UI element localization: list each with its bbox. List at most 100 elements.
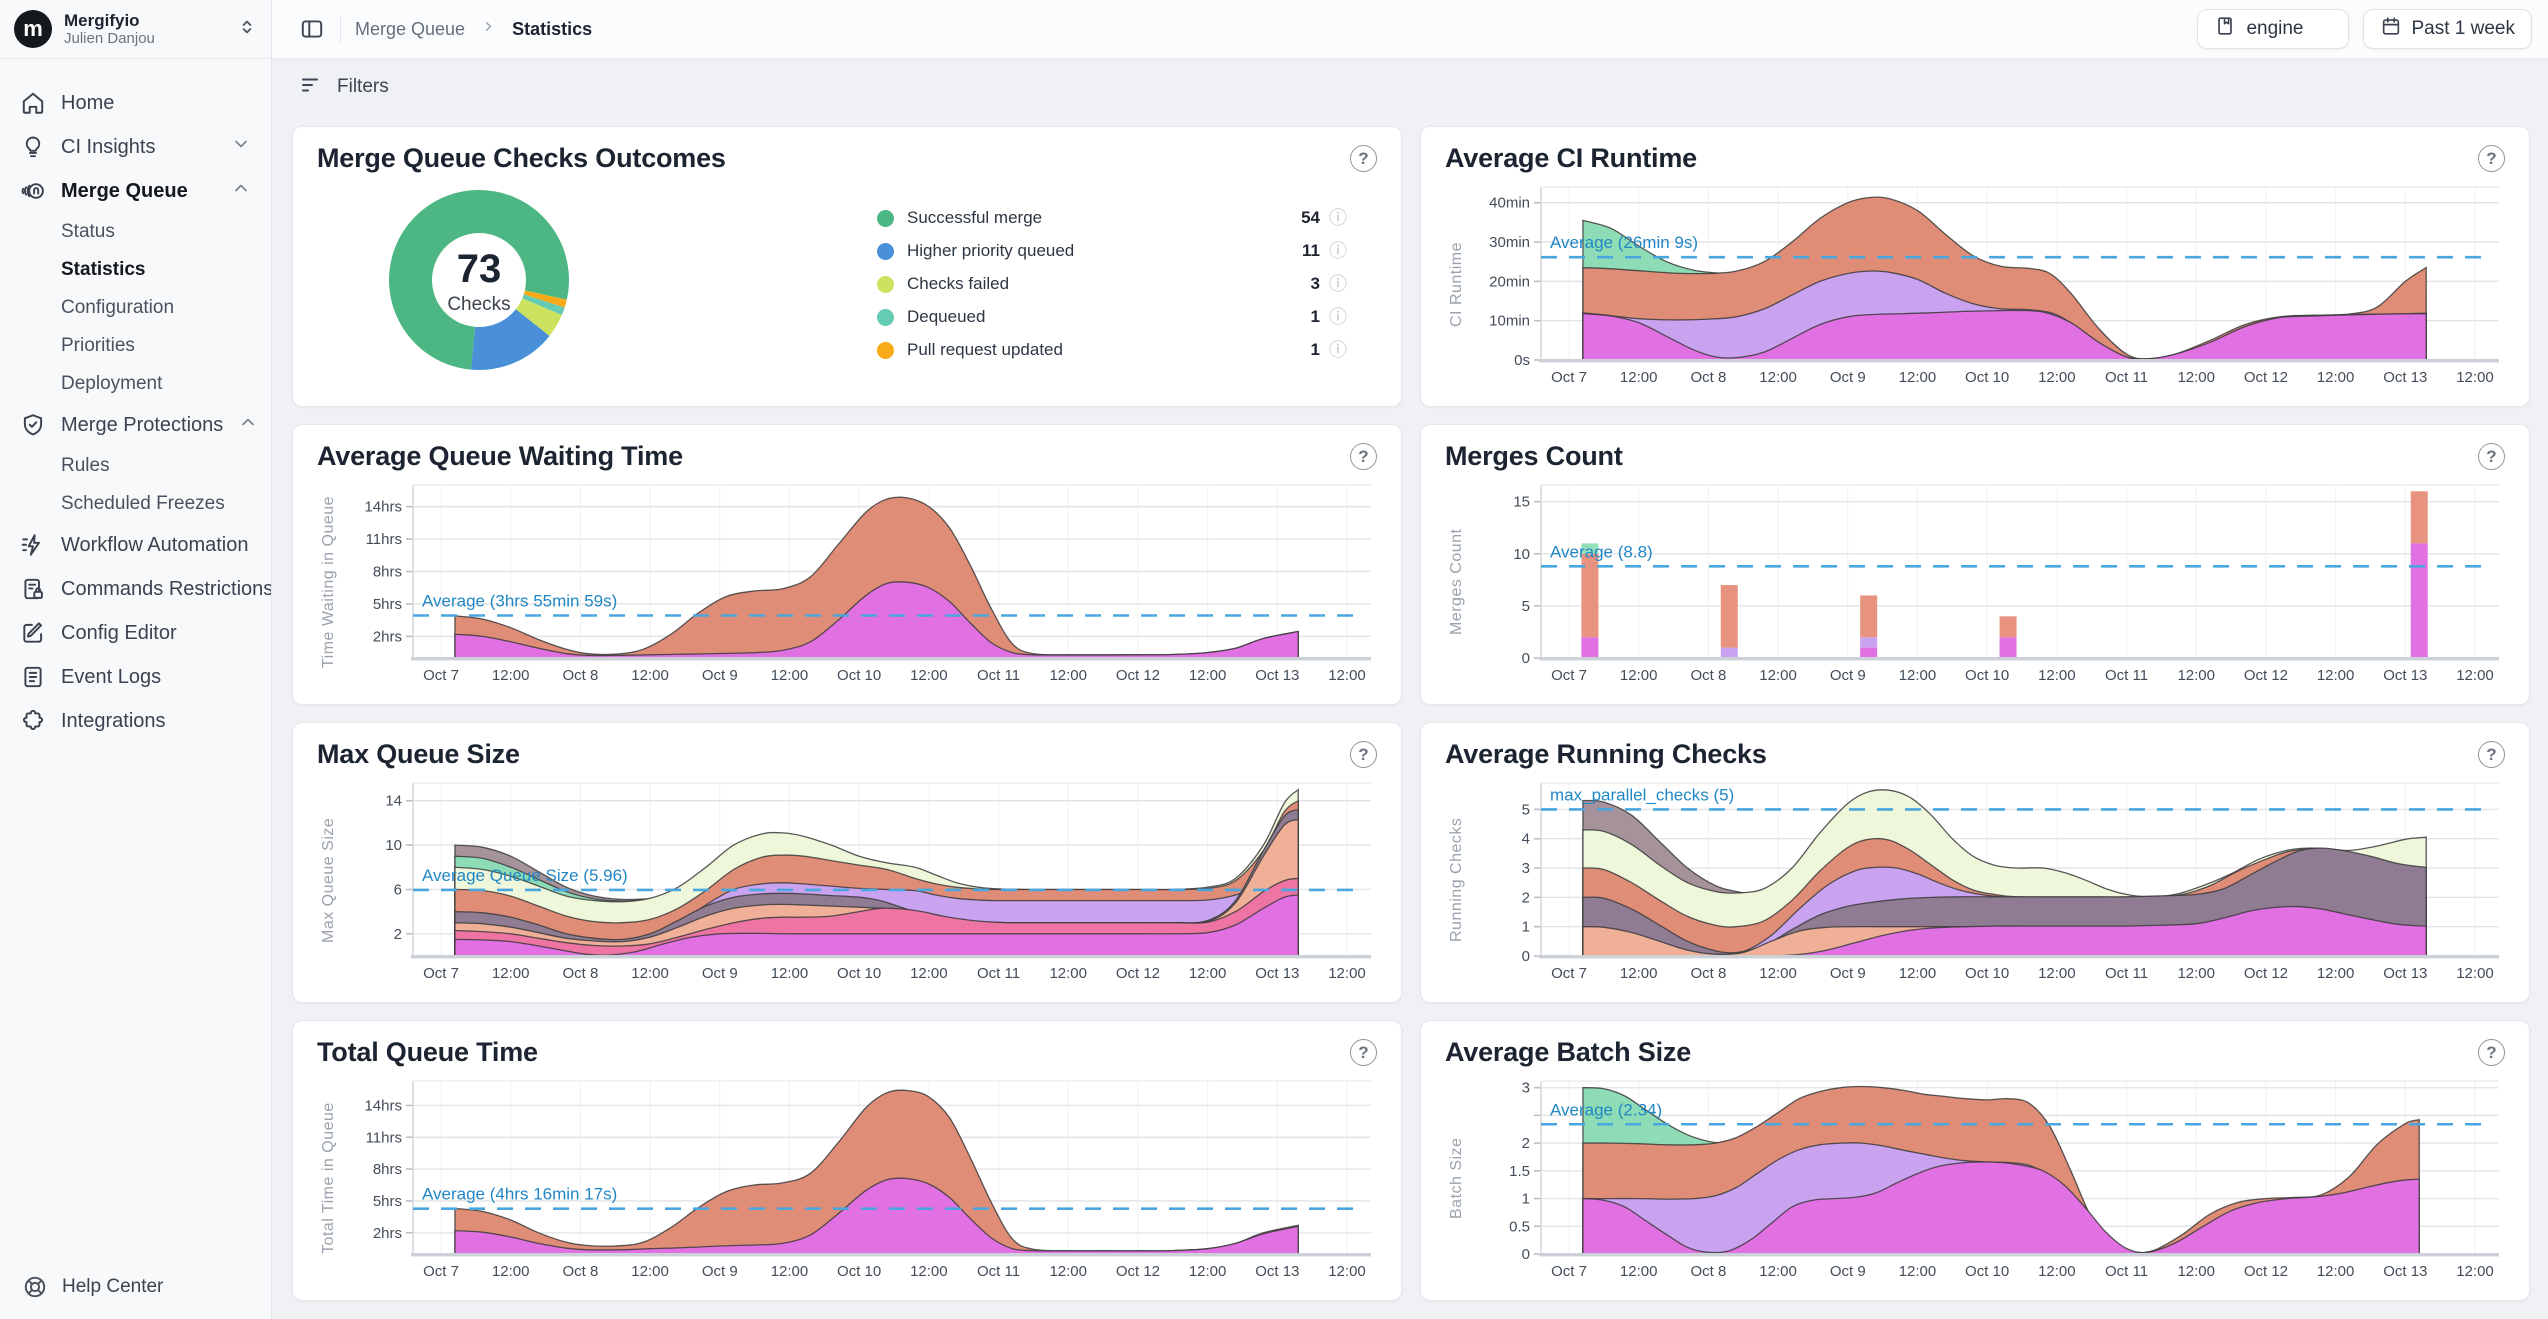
svg-text:Oct 10: Oct 10 xyxy=(837,965,881,982)
sidebar-item-config-editor[interactable]: Config Editor xyxy=(0,611,271,655)
sidebar-subitem-statistics[interactable]: Statistics xyxy=(61,259,146,280)
chevron-up-icon xyxy=(231,178,251,204)
legend-color-dot xyxy=(877,275,894,293)
svg-text:12:00: 12:00 xyxy=(1899,965,1937,982)
svg-text:12:00: 12:00 xyxy=(2038,965,2076,982)
sidebar-subitem-rules[interactable]: Rules xyxy=(61,455,110,476)
help-icon[interactable]: ? xyxy=(1350,741,1377,768)
info-icon[interactable]: ⓘ xyxy=(1329,307,1347,327)
info-icon[interactable]: ⓘ xyxy=(1329,208,1347,228)
y-axis-label: Batch Size xyxy=(1448,1137,1465,1219)
help-center-link[interactable]: Help Center xyxy=(0,1255,271,1319)
svg-text:Oct 7: Oct 7 xyxy=(423,667,459,684)
card-max-queue-size: Max Queue Size ? Max Queue Size 2 6 10 14 Oc… xyxy=(292,722,1402,1003)
svg-text:Oct 8: Oct 8 xyxy=(562,667,598,684)
svg-text:5hrs: 5hrs xyxy=(373,1193,402,1210)
sidebar-item-label: Event Logs xyxy=(61,665,162,688)
checks-outcomes-legend: Successful merge 54 ⓘ Higher priority queue… xyxy=(877,206,1347,362)
chevron-down-icon xyxy=(231,134,251,160)
sidebar-item-label: Config Editor xyxy=(61,621,177,644)
sidebar-nav: Home CI Insights Merge Queue Status Statisti… xyxy=(0,59,271,1255)
sidebar-subitem-priorities[interactable]: Priorities xyxy=(61,335,135,356)
sidebar-item-ci-insights[interactable]: CI Insights xyxy=(0,125,271,169)
legend-item-successful-merge: Successful merge 54 ⓘ xyxy=(877,206,1347,230)
filters-label: Filters xyxy=(337,76,389,97)
legend-value: 54 xyxy=(1301,208,1320,227)
legend-value: 1 xyxy=(1310,340,1320,359)
sidebar-subitem-scheduled-freezes[interactable]: Scheduled Freezes xyxy=(61,493,225,514)
svg-text:Oct 13: Oct 13 xyxy=(1255,1263,1299,1280)
svg-text:Oct 11: Oct 11 xyxy=(2105,1263,2148,1280)
home-icon xyxy=(20,90,46,116)
svg-text:20min: 20min xyxy=(1489,273,1530,290)
svg-text:5: 5 xyxy=(1522,598,1530,615)
breadcrumb-merge-queue[interactable]: Merge Queue xyxy=(355,18,466,39)
sidebar-item-label: Home xyxy=(61,91,115,114)
sidebar-item-label: Integrations xyxy=(61,709,166,732)
svg-text:12:00: 12:00 xyxy=(2177,1263,2215,1280)
date-range-button[interactable]: Past 1 week xyxy=(2362,9,2532,49)
sidebar-item-label: Merge Protections xyxy=(61,413,224,436)
sidebar-item-merge-protections[interactable]: Merge Protections xyxy=(0,403,271,447)
ci-runtime-chart: 0s 10min 20min 30min 40min Oct 7 12:00 Oct 8 12:… xyxy=(1469,178,2505,390)
svg-text:12:00: 12:00 xyxy=(1189,1263,1227,1280)
card-title: Average CI Runtime xyxy=(1445,143,1697,173)
svg-text:Oct 8: Oct 8 xyxy=(1690,667,1726,684)
help-icon[interactable]: ? xyxy=(2478,1039,2505,1066)
breadcrumb-statistics: Statistics xyxy=(512,18,593,39)
sidebar-item-integrations[interactable]: Integrations xyxy=(0,699,271,743)
svg-text:Oct 8: Oct 8 xyxy=(1690,965,1726,982)
help-icon[interactable]: ? xyxy=(2478,145,2505,172)
svg-text:4: 4 xyxy=(1522,831,1530,848)
svg-text:Oct 13: Oct 13 xyxy=(1255,965,1299,982)
sidebar-item-label: Commands Restrictions xyxy=(61,577,271,600)
svg-text:Checks: Checks xyxy=(447,294,510,315)
sidebar-subitem-deployment[interactable]: Deployment xyxy=(61,373,163,394)
info-icon[interactable]: ⓘ xyxy=(1329,274,1347,294)
org-switcher[interactable]: m Mergifyio Julien Danjou xyxy=(0,0,271,59)
help-center-label: Help Center xyxy=(62,1276,164,1297)
info-icon[interactable]: ⓘ xyxy=(1329,241,1347,261)
svg-text:Oct 7: Oct 7 xyxy=(1551,369,1587,386)
svg-text:Oct 11: Oct 11 xyxy=(2105,667,2148,684)
puzzle-icon xyxy=(20,708,46,734)
svg-text:12:00: 12:00 xyxy=(492,667,530,684)
card-average-running-checks: Average Running Checks ? Running Checks … xyxy=(1420,722,2530,1003)
help-icon[interactable]: ? xyxy=(1350,443,1377,470)
svg-text:12:00: 12:00 xyxy=(631,1263,669,1280)
legend-color-dot xyxy=(877,242,894,260)
sidebar-item-event-logs[interactable]: Event Logs xyxy=(0,655,271,699)
svg-text:5: 5 xyxy=(1522,801,1530,818)
svg-text:12:00: 12:00 xyxy=(2177,369,2215,386)
help-icon[interactable]: ? xyxy=(1350,145,1377,172)
svg-text:5hrs: 5hrs xyxy=(373,596,402,613)
sidebar: m Mergifyio Julien Danjou Home CI Insight… xyxy=(0,0,272,1319)
sidebar-subitem-status[interactable]: Status xyxy=(61,221,115,242)
sidebar-item-commands-restrictions[interactable]: Commands Restrictions xyxy=(0,567,271,611)
help-icon[interactable]: ? xyxy=(1350,1039,1377,1066)
svg-text:12:00: 12:00 xyxy=(771,965,809,982)
card-title: Merge Queue Checks Outcomes xyxy=(317,143,726,173)
sidebar-subitem-configuration[interactable]: Configuration xyxy=(61,297,175,318)
sidebar-toggle-icon[interactable] xyxy=(298,15,326,43)
sidebar-item-merge-queue[interactable]: Merge Queue xyxy=(0,169,271,213)
checks-outcomes-donut: 73 Checks xyxy=(317,176,647,393)
help-icon[interactable]: ? xyxy=(2478,443,2505,470)
svg-text:Oct 13: Oct 13 xyxy=(2383,369,2427,386)
legend-item-pull-request-updated: Pull request updated 1 ⓘ xyxy=(877,338,1347,362)
y-axis-label: Max Queue Size xyxy=(320,817,337,943)
repository-select[interactable]: engine xyxy=(2197,9,2349,49)
svg-text:Oct 10: Oct 10 xyxy=(837,1263,881,1280)
svg-text:Oct 11: Oct 11 xyxy=(2105,369,2148,386)
svg-text:12:00: 12:00 xyxy=(2177,667,2215,684)
svg-text:Oct 12: Oct 12 xyxy=(2244,965,2288,982)
sidebar-item-home[interactable]: Home xyxy=(0,81,271,125)
svg-text:6: 6 xyxy=(394,881,402,898)
info-icon[interactable]: ⓘ xyxy=(1329,340,1347,360)
help-icon[interactable]: ? xyxy=(2478,741,2505,768)
y-axis-label: Time Waiting in Queue xyxy=(320,495,337,669)
filters-bar[interactable]: Filters xyxy=(272,59,2548,115)
svg-text:12:00: 12:00 xyxy=(2456,965,2494,982)
sidebar-item-workflow-automation[interactable]: Workflow Automation xyxy=(0,523,271,567)
org-user: Julien Danjou xyxy=(64,30,155,48)
